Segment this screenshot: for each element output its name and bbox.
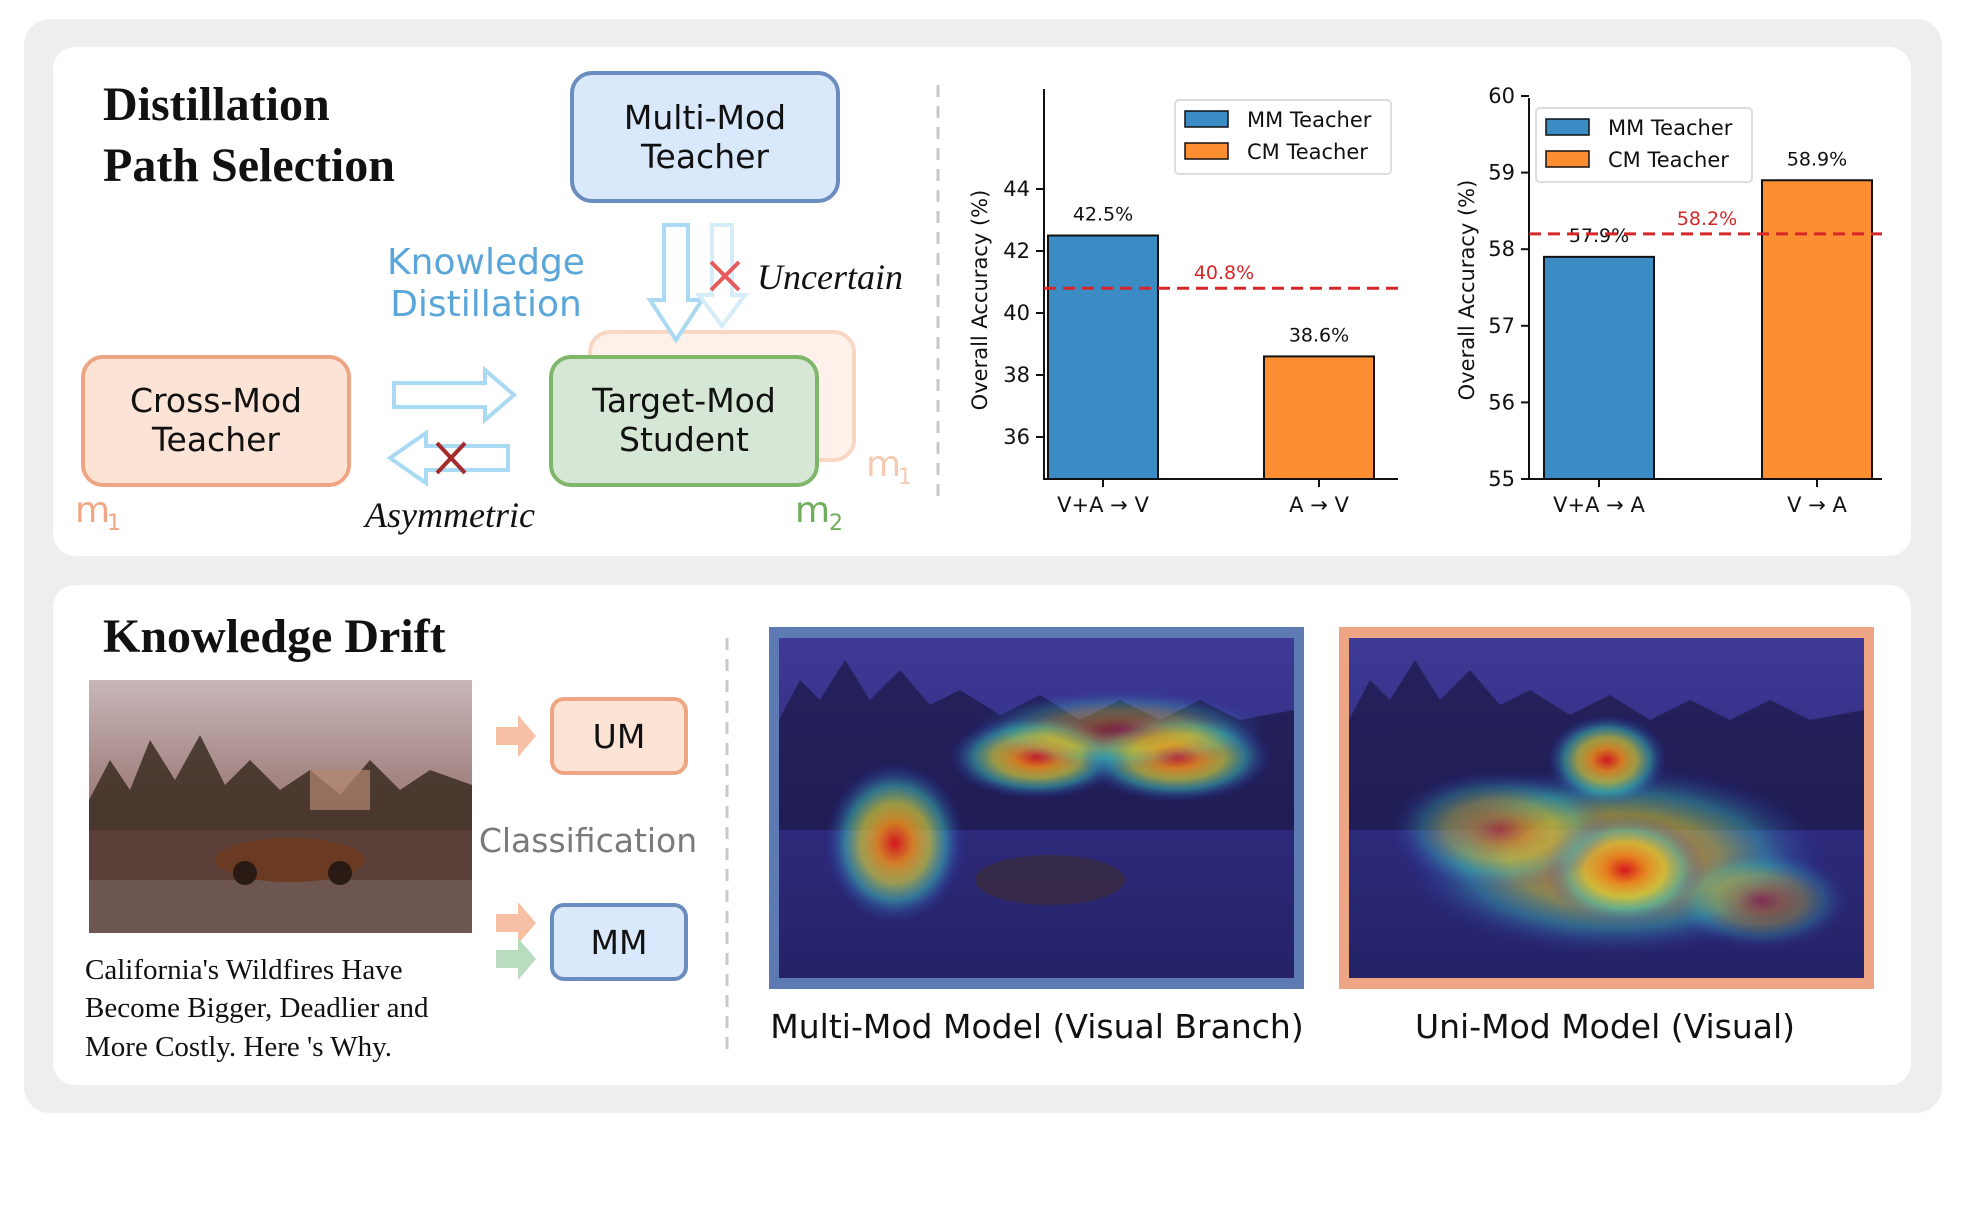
kd-down-arrow: [646, 223, 706, 344]
uni-mod-label: Uni-Mod Model (Visual): [1415, 1007, 1795, 1046]
chart2-xtick-label: V+A → A: [1553, 493, 1645, 517]
um-label: UM: [593, 717, 646, 756]
target-mod-student-box: [549, 355, 819, 487]
multi-mod-teacher-label-2: Teacher: [640, 137, 769, 176]
multi-mod-label: Multi-Mod Model (Visual Branch): [770, 1007, 1303, 1046]
asymmetric-label: Asymmetric: [363, 495, 535, 535]
chart2-ytick-label: 59: [1488, 161, 1515, 185]
chart1-ylabel: Overall Accuracy (%): [968, 190, 992, 411]
text-to-mm-arrow: [496, 938, 536, 980]
chart1-legend-cm: CM Teacher: [1247, 140, 1368, 164]
chart1-legend-cm-swatch: [1184, 142, 1229, 160]
photo-to-mm-arrow: [496, 902, 536, 944]
section-title-line1: Distillation: [103, 78, 330, 131]
chart1-legend: MM Teacher CM Teacher: [1174, 99, 1392, 175]
um-box: [550, 697, 688, 775]
cross-mod-teacher-box: [81, 355, 351, 487]
chart2-ytick-label: 58: [1488, 237, 1515, 261]
kd-right-arrow: [392, 365, 518, 425]
chart1-xtick-label: A → V: [1289, 493, 1349, 517]
m1-right-tag: m: [866, 444, 901, 485]
wildfire-photo: [89, 680, 472, 933]
cross-mod-teacher-label-1: Cross-Mod: [130, 381, 302, 420]
cross-mod-teacher-label-2: Teacher: [151, 420, 280, 459]
knowledge-distillation-label-1: Knowledge: [387, 242, 585, 283]
chart2-data-label: 57.9%: [1569, 225, 1629, 247]
chart1-bar: [1263, 355, 1375, 480]
multi-mod-heatmap: [769, 627, 1304, 989]
uncertain-x-icon: [709, 260, 741, 292]
m2-tag: m: [795, 490, 830, 531]
chart2-data-label: 58.9%: [1787, 148, 1847, 170]
chart2-xtick-label: V → A: [1787, 493, 1847, 517]
student-label-1: Target-Mod: [591, 381, 776, 420]
asymmetric-x-icon: [435, 441, 467, 475]
uncertain-label: Uncertain: [757, 257, 903, 297]
classification-label: Classification: [479, 821, 697, 860]
chart2-bar: [1761, 179, 1873, 480]
chart1-legend-mm-swatch: [1184, 110, 1229, 128]
uni-mod-heatmap: [1339, 627, 1874, 989]
chart1-bar: [1047, 234, 1159, 480]
multi-mod-teacher-label-1: Multi-Mod: [624, 98, 786, 137]
knowledge-distillation-label-2: Distillation: [390, 284, 582, 325]
multi-mod-teacher-box: [570, 71, 840, 203]
chart1-reference-label: 40.8%: [1194, 262, 1254, 284]
chart2-legend-cm-swatch: [1545, 150, 1590, 168]
caption-line-2: Become Bigger, Deadlier and: [85, 992, 429, 1024]
chart1-ytick-label: 36: [1003, 425, 1030, 449]
chart2-legend-cm: CM Teacher: [1608, 148, 1729, 172]
m1-right-sub: 1: [898, 465, 912, 490]
chart2-legend-mm-swatch: [1545, 118, 1590, 136]
chart1-data-label: 42.5%: [1073, 204, 1133, 226]
knowledge-drift-title: Knowledge Drift: [103, 610, 446, 663]
chart1-data-label: 38.6%: [1289, 324, 1349, 346]
chart1-ytick-label: 42: [1003, 239, 1030, 263]
chart-1: Overall Accuracy (%) 36 38 40 42 44 42.5% V+A…: [968, 89, 1398, 517]
caption-line-1: California's Wildfires Have: [85, 954, 403, 986]
chart1-ytick-label: 44: [1003, 177, 1030, 201]
chart2-ytick-label: 57: [1488, 314, 1515, 338]
chart1-xtick-label: V+A → V: [1057, 493, 1149, 517]
chart2-ylabel: Overall Accuracy (%): [1455, 180, 1479, 401]
chart2-bar: [1543, 255, 1655, 480]
chart2-ytick-label: 55: [1488, 467, 1515, 491]
mm-box: [550, 903, 688, 981]
photo-to-um-arrow: [496, 715, 536, 757]
m2-sub: 2: [829, 511, 843, 536]
m1-left-tag: m: [75, 490, 110, 531]
chart-2: Overall Accuracy (%) 55 56 57 58 59 60 57.9% V…: [1455, 84, 1882, 517]
chart2-ytick-label: 60: [1488, 84, 1515, 108]
student-label-2: Student: [619, 420, 749, 459]
chart1-ytick-label: 40: [1003, 301, 1030, 325]
section-title-line2: Path Selection: [103, 139, 395, 192]
chart1-legend-mm: MM Teacher: [1247, 108, 1372, 132]
m1-left-sub: 1: [107, 511, 121, 536]
caption-line-3: More Costly. Here 's Why.: [85, 1031, 392, 1063]
chart2-legend-mm: MM Teacher: [1608, 116, 1733, 140]
chart2-legend: MM Teacher CM Teacher: [1535, 107, 1753, 183]
chart1-ytick-label: 38: [1003, 363, 1030, 387]
chart2-ytick-label: 56: [1488, 390, 1515, 414]
chart2-reference-label: 58.2%: [1677, 208, 1737, 230]
mm-label: MM: [591, 923, 648, 962]
